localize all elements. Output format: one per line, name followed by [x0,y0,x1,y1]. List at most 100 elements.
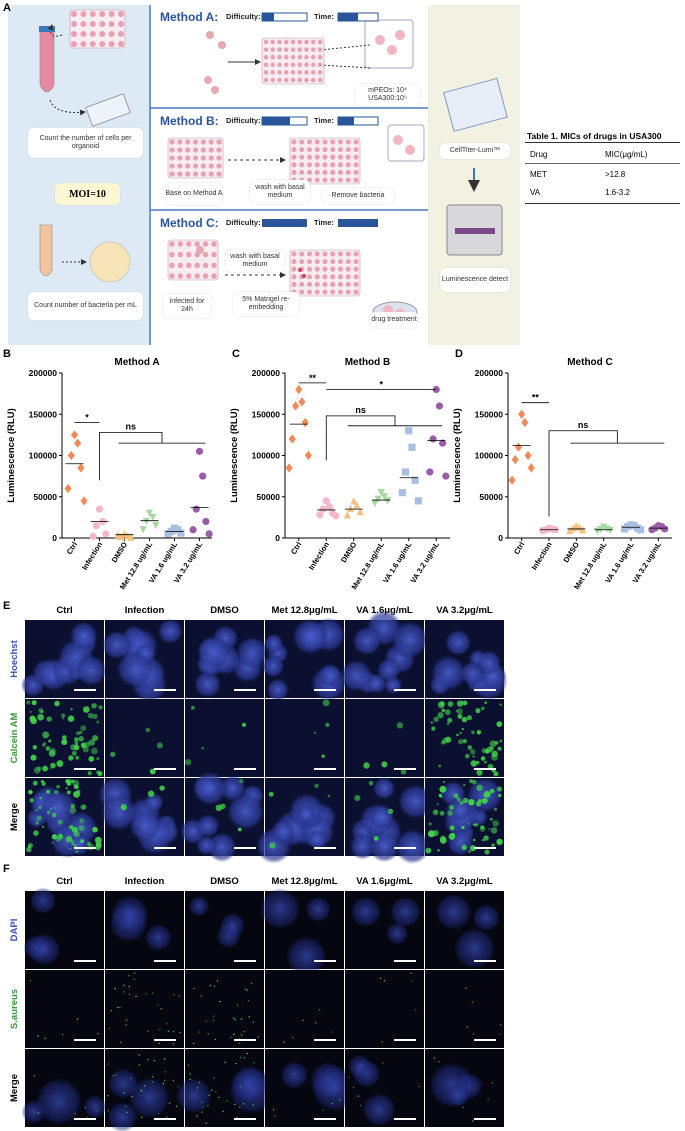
well [117,40,125,48]
signal [66,790,71,795]
well [169,251,175,258]
table-cell: VA [530,188,541,197]
well [89,20,96,28]
signal [32,780,38,786]
well [186,251,192,258]
note: wash with basal medium [250,180,310,204]
data-point [380,493,389,501]
well [185,147,191,153]
signal [339,1099,341,1101]
signal [86,841,92,846]
signal [107,1094,109,1097]
signal [169,1102,171,1104]
signal [145,727,151,733]
well [277,47,282,52]
well [314,281,320,287]
signal [125,1019,128,1022]
cell [395,30,405,40]
signal [435,810,438,813]
signal [373,836,379,841]
signal [51,812,57,818]
signal [128,993,131,996]
well [306,139,313,145]
signal [140,1090,143,1092]
well [306,259,313,265]
signal [322,1109,324,1111]
well [169,241,175,247]
signal [274,1115,276,1117]
significance-bracket [99,432,206,481]
well [306,154,313,160]
well [353,266,359,272]
well [345,281,351,287]
charts: Method A Luminescence (RLU) 0 50000 100000 15… [6,357,672,591]
column-header: VA 1.6μg/mL [356,876,413,887]
signal [433,1057,436,1059]
signal [243,1057,245,1059]
signal [65,835,73,843]
signal [166,1023,168,1025]
well [270,54,276,60]
signal [87,712,94,719]
signal [151,1081,154,1083]
well [200,147,206,153]
well [337,139,344,145]
data-point [442,472,450,480]
signal [331,1102,334,1105]
signal [381,761,388,768]
well [70,30,78,38]
column-header: Ctrl [56,605,72,616]
data-point [377,489,385,497]
signal [78,736,84,742]
signal [438,1060,440,1063]
micrograph [105,970,184,1048]
signal [69,807,77,814]
well [277,70,282,75]
data-point [435,402,444,410]
well [306,162,313,168]
signal [33,830,39,836]
data-point [102,530,110,538]
signal [96,720,100,724]
organoid [144,792,164,813]
data-point [518,409,526,419]
well [169,273,175,279]
signal [352,1086,355,1089]
well [314,266,320,272]
signal [172,1030,175,1033]
well [291,139,297,145]
signal [496,721,503,728]
plate [289,137,361,185]
signal [449,825,455,831]
signal [92,713,98,719]
signal [131,1095,133,1098]
organoid [157,618,183,645]
well [310,39,316,45]
signal [156,742,163,749]
organoid [280,1061,309,1090]
chart-title: Method C [567,357,613,368]
signal [466,1026,468,1028]
well [291,154,297,160]
signal [252,1104,255,1106]
signal [461,727,464,731]
well [310,47,316,52]
signal [207,1033,209,1035]
well [290,47,296,52]
signal [119,1006,121,1009]
well [306,281,313,287]
row-label: Hoechst [9,639,20,677]
signal [92,735,99,742]
x-tick-label: Ctrl [512,540,526,556]
signal [184,759,192,766]
organoid [192,771,228,806]
organoid [449,798,472,821]
organoid [69,621,98,650]
column-header: VA 3.2μg/mL [436,605,493,616]
well [314,147,320,153]
note: Base on Method A [165,183,223,205]
well [277,54,282,60]
note: mPEOs: 10⁴ USA300:10⁵ [355,84,420,106]
well [330,177,336,183]
signal [83,706,90,713]
